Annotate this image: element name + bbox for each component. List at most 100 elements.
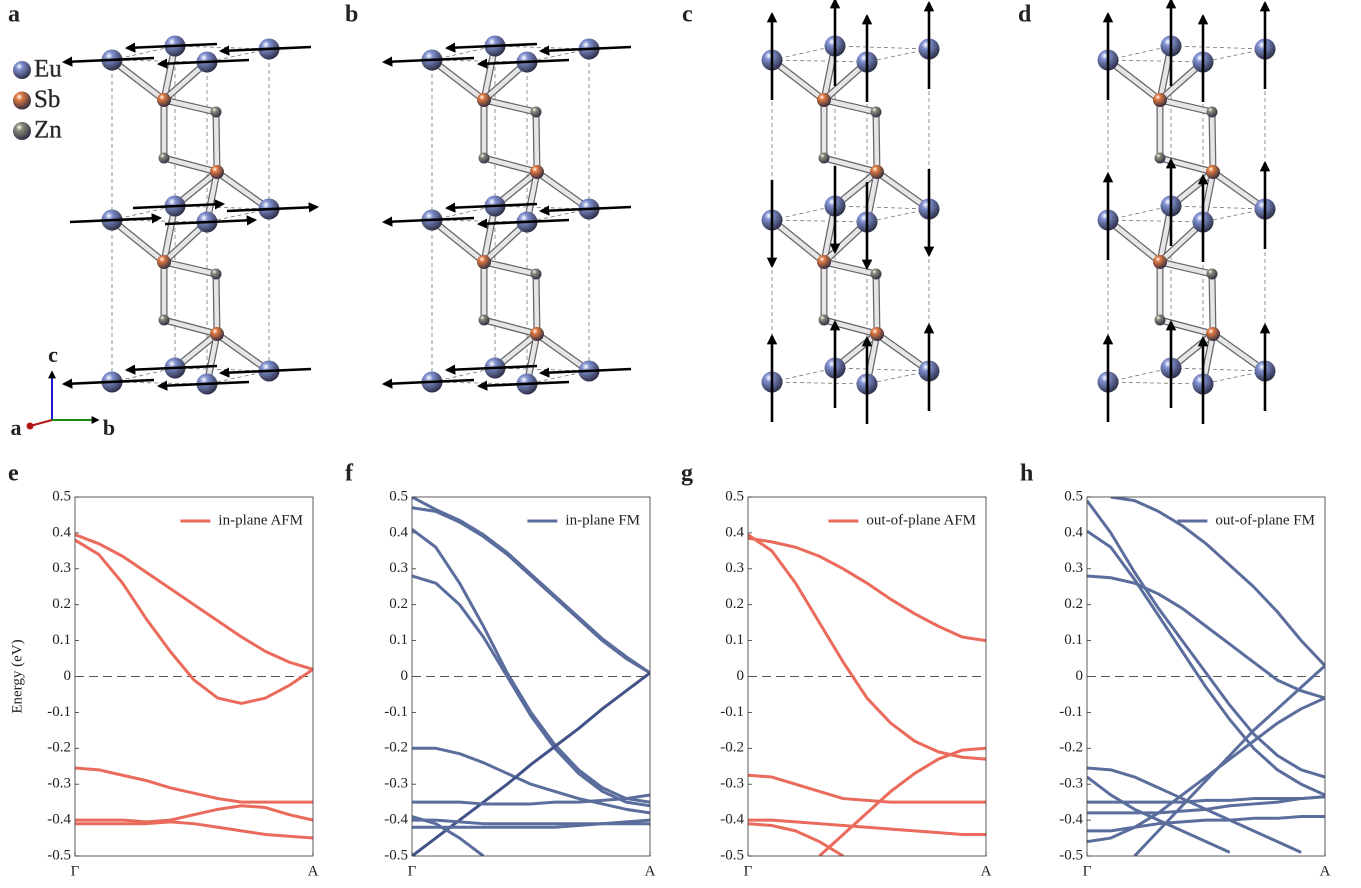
legend-label: out-of-plane FM (1215, 512, 1315, 528)
y-tick-label: 0.1 (725, 632, 744, 648)
y-tick-label: -0.2 (720, 740, 744, 756)
band-line (75, 766, 313, 804)
panel-label: a (8, 2, 20, 28)
bond (769, 57, 827, 103)
y-axis-label: Energy (eV) (9, 639, 25, 713)
cell-edge (834, 205, 930, 210)
bond (1209, 109, 1216, 175)
band-line (412, 746, 650, 815)
cell-edge (1107, 205, 1172, 221)
bond (1105, 57, 1163, 103)
bond (1157, 259, 1215, 277)
band-line (75, 533, 313, 671)
y-tick-label: -0.5 (720, 847, 744, 863)
atom (817, 255, 831, 269)
bond (429, 57, 487, 103)
y-tick-label: 0.2 (725, 596, 744, 612)
plot-frame (1086, 496, 1326, 857)
cell-edge (771, 205, 836, 221)
spin-arrow (381, 378, 475, 389)
y-tick-label: -0.4 (720, 812, 744, 828)
band-line (1087, 775, 1231, 854)
y-tick-label: 0.1 (52, 632, 71, 648)
y-tick-label: -0.2 (384, 740, 408, 756)
spin-arrow (538, 367, 632, 378)
bond (821, 97, 879, 115)
y-tick-label: -0.1 (720, 704, 744, 720)
cell-edge (866, 208, 930, 223)
panel-label: h (1020, 461, 1033, 487)
spin-arrow (69, 213, 163, 224)
atom (157, 93, 171, 107)
atom (1206, 268, 1218, 280)
cell-edge (834, 45, 930, 50)
band-line (1087, 766, 1302, 854)
bond (481, 155, 540, 175)
cell-edge (526, 208, 590, 223)
plot-frame (747, 496, 987, 857)
y-tick-label: 0.5 (1064, 488, 1083, 504)
atom (1206, 165, 1220, 179)
legend-label: in-plane AFM (218, 512, 303, 528)
bond (1157, 97, 1215, 115)
panel-label: g (681, 461, 693, 487)
spin-arrow (156, 58, 250, 69)
y-tick-label: 0.1 (1064, 632, 1083, 648)
band-line (412, 818, 650, 826)
bond (1210, 169, 1268, 212)
bond (533, 271, 540, 337)
atom (870, 327, 884, 341)
y-tick-label: -0.2 (1059, 740, 1083, 756)
spin-arrow (132, 199, 226, 210)
legend-label: in-plane FM (565, 512, 640, 528)
band-line (1087, 499, 1325, 779)
bond (481, 97, 539, 115)
panel-label: b (345, 2, 358, 28)
axis-label: a (11, 415, 22, 440)
atom (477, 93, 491, 107)
band-line (412, 574, 650, 808)
band-line (748, 818, 986, 836)
y-tick-label: 0.3 (725, 560, 744, 576)
cell-edge (1170, 367, 1266, 372)
bond (873, 271, 880, 337)
bond (874, 169, 932, 212)
y-tick-label: 0.2 (52, 596, 71, 612)
cell-edge (1107, 367, 1172, 383)
cell-edge (834, 367, 930, 372)
band-line (75, 820, 313, 840)
atom (157, 255, 171, 269)
cell-edge (431, 45, 496, 61)
y-tick-label: -0.4 (47, 812, 71, 828)
cell-edge (1202, 208, 1266, 223)
cell-edge (1170, 45, 1266, 50)
atom (210, 106, 222, 118)
band-line (1087, 529, 1325, 797)
bond (213, 271, 220, 337)
bond (1157, 317, 1216, 337)
bond (769, 217, 827, 265)
band-line (748, 773, 986, 804)
x-tick-label: Γ (744, 863, 753, 879)
y-tick-label: 0.4 (725, 524, 744, 540)
cell-edge (1170, 205, 1266, 210)
x-tick-label: A (308, 863, 319, 879)
cell-edge (866, 48, 930, 63)
cell-edge (111, 205, 176, 221)
cell-edge (111, 367, 176, 383)
bond (161, 97, 219, 115)
bond (214, 331, 272, 374)
y-tick-label: 0.5 (725, 488, 744, 504)
bond (213, 109, 220, 175)
spin-arrow (444, 42, 538, 53)
y-tick-label: -0.4 (384, 812, 408, 828)
band-line (1087, 795, 1325, 804)
y-tick-label: 0 (737, 668, 745, 684)
cell-edge (1107, 381, 1204, 385)
band-line (1087, 795, 1325, 815)
axis-label: b (103, 415, 115, 440)
x-tick-label: A (981, 863, 992, 879)
legend-label: Eu (34, 56, 62, 83)
spin-arrow (124, 42, 218, 53)
